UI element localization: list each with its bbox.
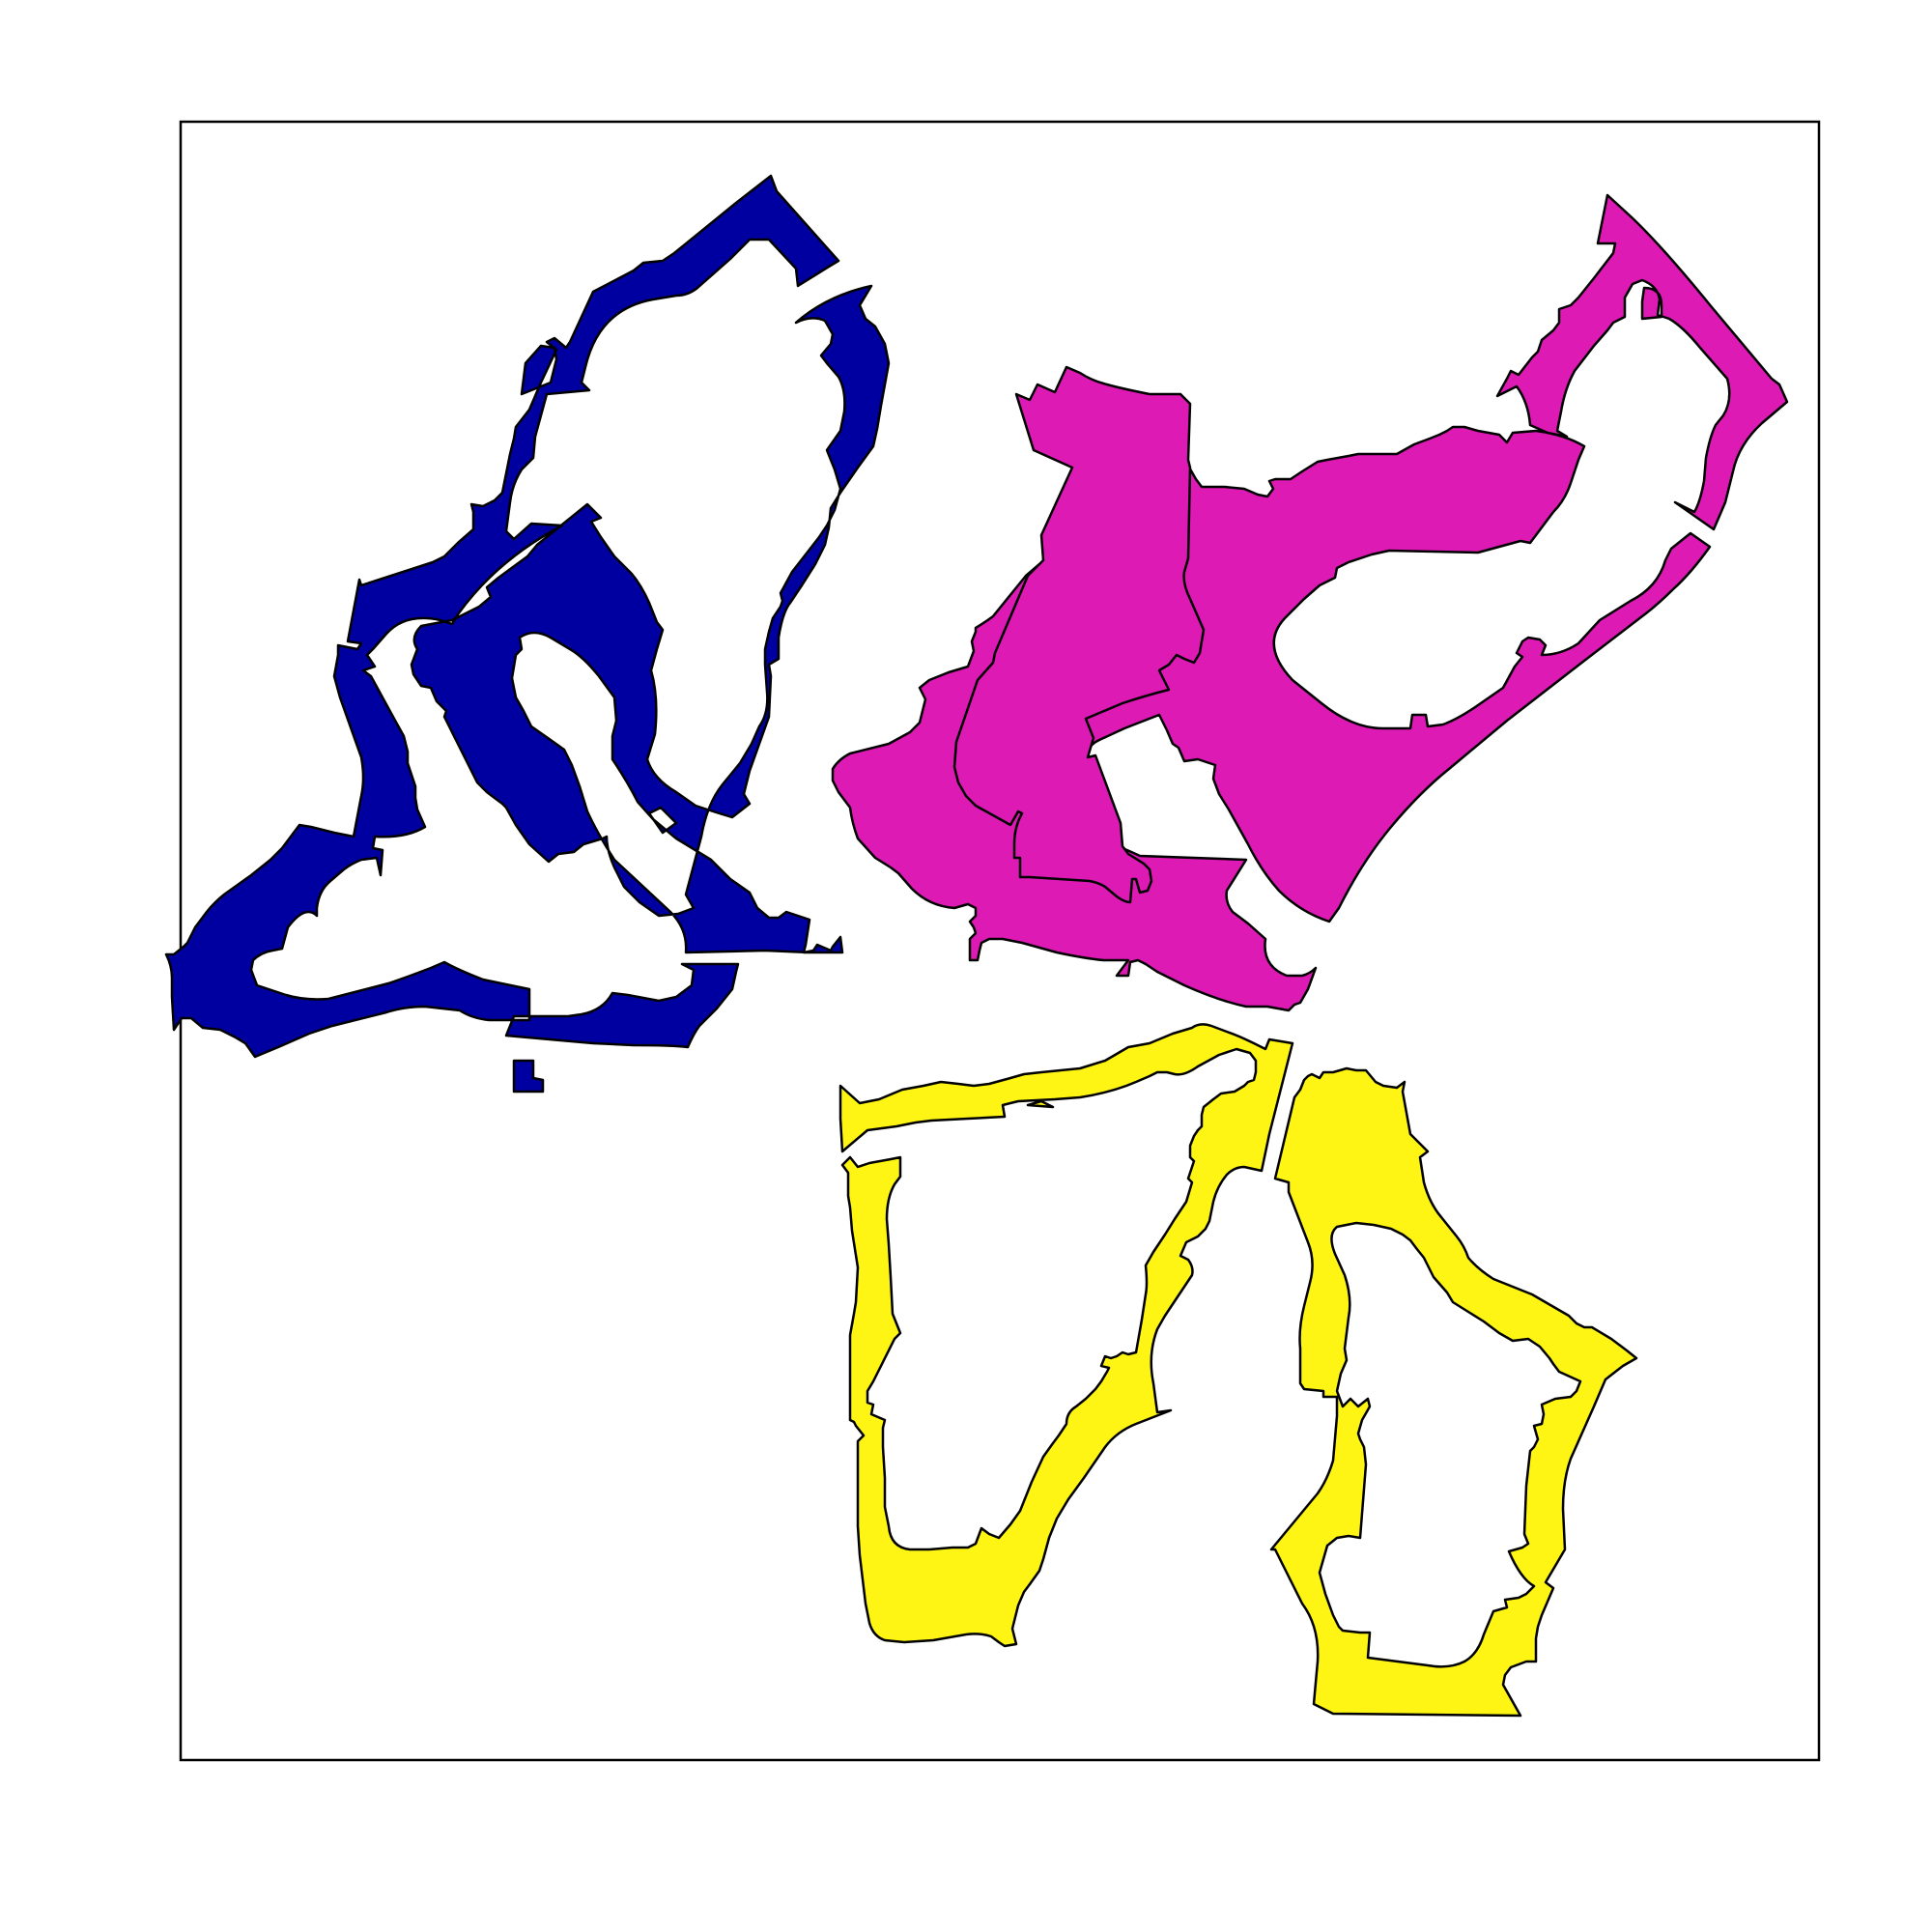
plot-frame [179,120,1821,1762]
blue-ring-shape [164,174,891,1094]
yellow-left-ring-shape [838,1023,1294,1648]
yellow-right-ring-shape [1269,1066,1638,1718]
magenta-ring-shape [952,365,1206,904]
magenta-ring-shape [831,193,1789,1012]
